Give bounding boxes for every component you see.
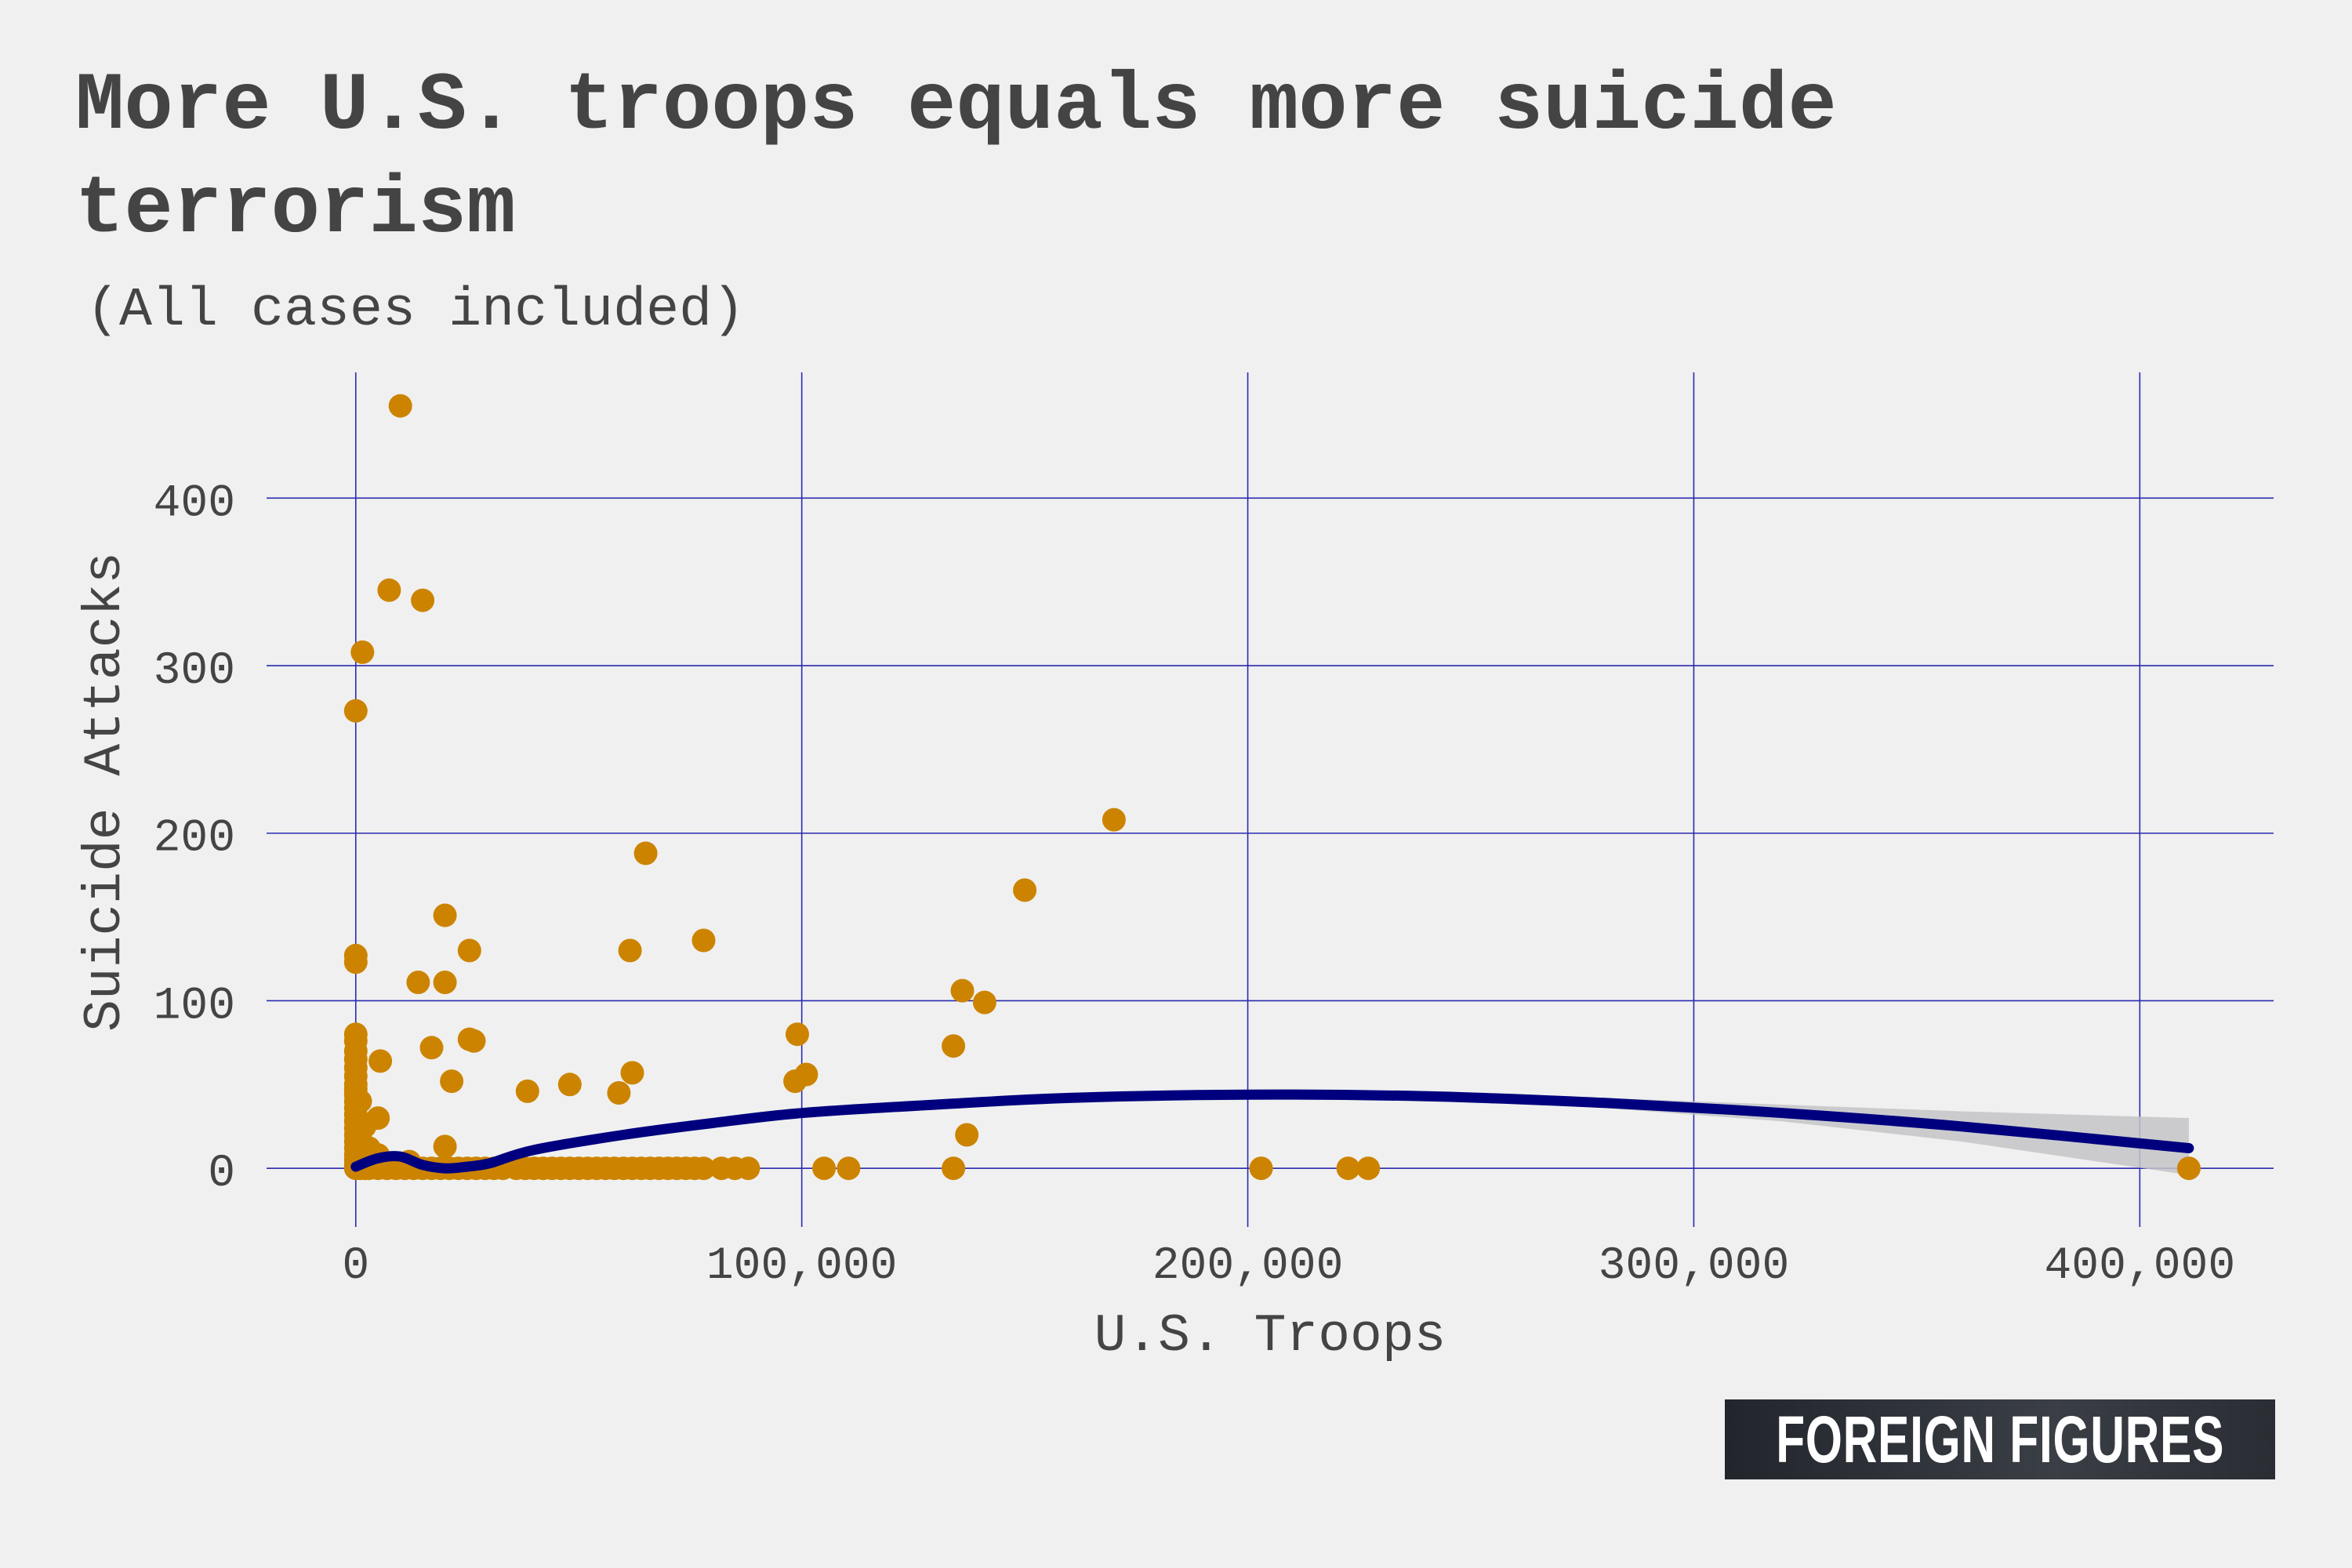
data-point <box>557 1073 582 1097</box>
data-point <box>348 1089 372 1113</box>
data-point <box>2176 1156 2201 1181</box>
data-points <box>343 394 2201 1181</box>
data-point <box>607 1081 631 1105</box>
y-tick-label: 100 <box>154 981 235 1032</box>
data-point <box>433 971 457 994</box>
data-point <box>812 1156 837 1181</box>
data-point <box>406 971 430 994</box>
data-point <box>388 394 412 418</box>
data-point <box>411 588 435 612</box>
data-point <box>691 1156 716 1181</box>
data-point <box>837 1156 861 1181</box>
chart-subtitle: (All cases included) <box>86 280 746 342</box>
data-point <box>691 928 716 953</box>
data-point <box>419 1036 444 1060</box>
data-point <box>1013 878 1037 902</box>
data-point <box>620 1061 644 1085</box>
brand-logo-text: FOREIGN FIGURES <box>1776 1402 2224 1476</box>
data-point <box>736 1156 760 1181</box>
data-point <box>1356 1156 1381 1181</box>
data-point <box>618 938 642 963</box>
x-tick-label: 200,000 <box>1152 1241 1344 1292</box>
y-tick-label: 200 <box>154 814 235 865</box>
fit-line <box>350 1089 2194 1174</box>
x-tick-label: 400,000 <box>2045 1241 2236 1292</box>
data-point <box>433 1134 457 1159</box>
data-point <box>972 990 996 1014</box>
data-point <box>368 1049 393 1073</box>
data-point <box>433 903 457 927</box>
x-axis-label: U.S. Troops <box>1094 1306 1446 1367</box>
y-tick-label: 300 <box>154 646 235 697</box>
y-tick-label: 400 <box>154 478 235 529</box>
x-tick-label: 300,000 <box>1599 1241 1790 1292</box>
data-point <box>955 1123 979 1147</box>
data-point <box>515 1079 539 1103</box>
gridlines <box>267 372 2274 1227</box>
data-point <box>350 640 375 664</box>
data-point <box>783 1069 808 1094</box>
x-tick-label: 100,000 <box>706 1241 898 1292</box>
data-point <box>1249 1156 1273 1181</box>
chart-title: More U.S. troops equals more suicide ter… <box>75 60 1837 256</box>
data-point <box>1102 808 1126 832</box>
data-point <box>633 841 658 866</box>
x-tick-label: 0 <box>342 1241 369 1292</box>
data-point <box>343 699 368 723</box>
data-point <box>942 1034 966 1058</box>
data-point <box>353 1114 377 1138</box>
data-point <box>1336 1156 1360 1181</box>
data-point <box>462 1029 486 1053</box>
data-point <box>942 1156 966 1181</box>
data-point <box>786 1022 809 1047</box>
data-point <box>457 938 481 963</box>
fit-line-path <box>350 1089 2194 1174</box>
brand-logo: FOREIGN FIGURES <box>1725 1399 2275 1479</box>
data-point <box>343 950 368 975</box>
data-point <box>440 1069 464 1094</box>
y-axis-label: Suicide Attacks <box>75 552 136 1032</box>
tick-labels: 0 100 200 300 400 0 100,000 200,000 300,000 400,0… <box>154 478 2236 1292</box>
data-point <box>377 578 401 602</box>
data-point <box>950 978 975 1003</box>
y-tick-label: 0 <box>208 1149 235 1200</box>
